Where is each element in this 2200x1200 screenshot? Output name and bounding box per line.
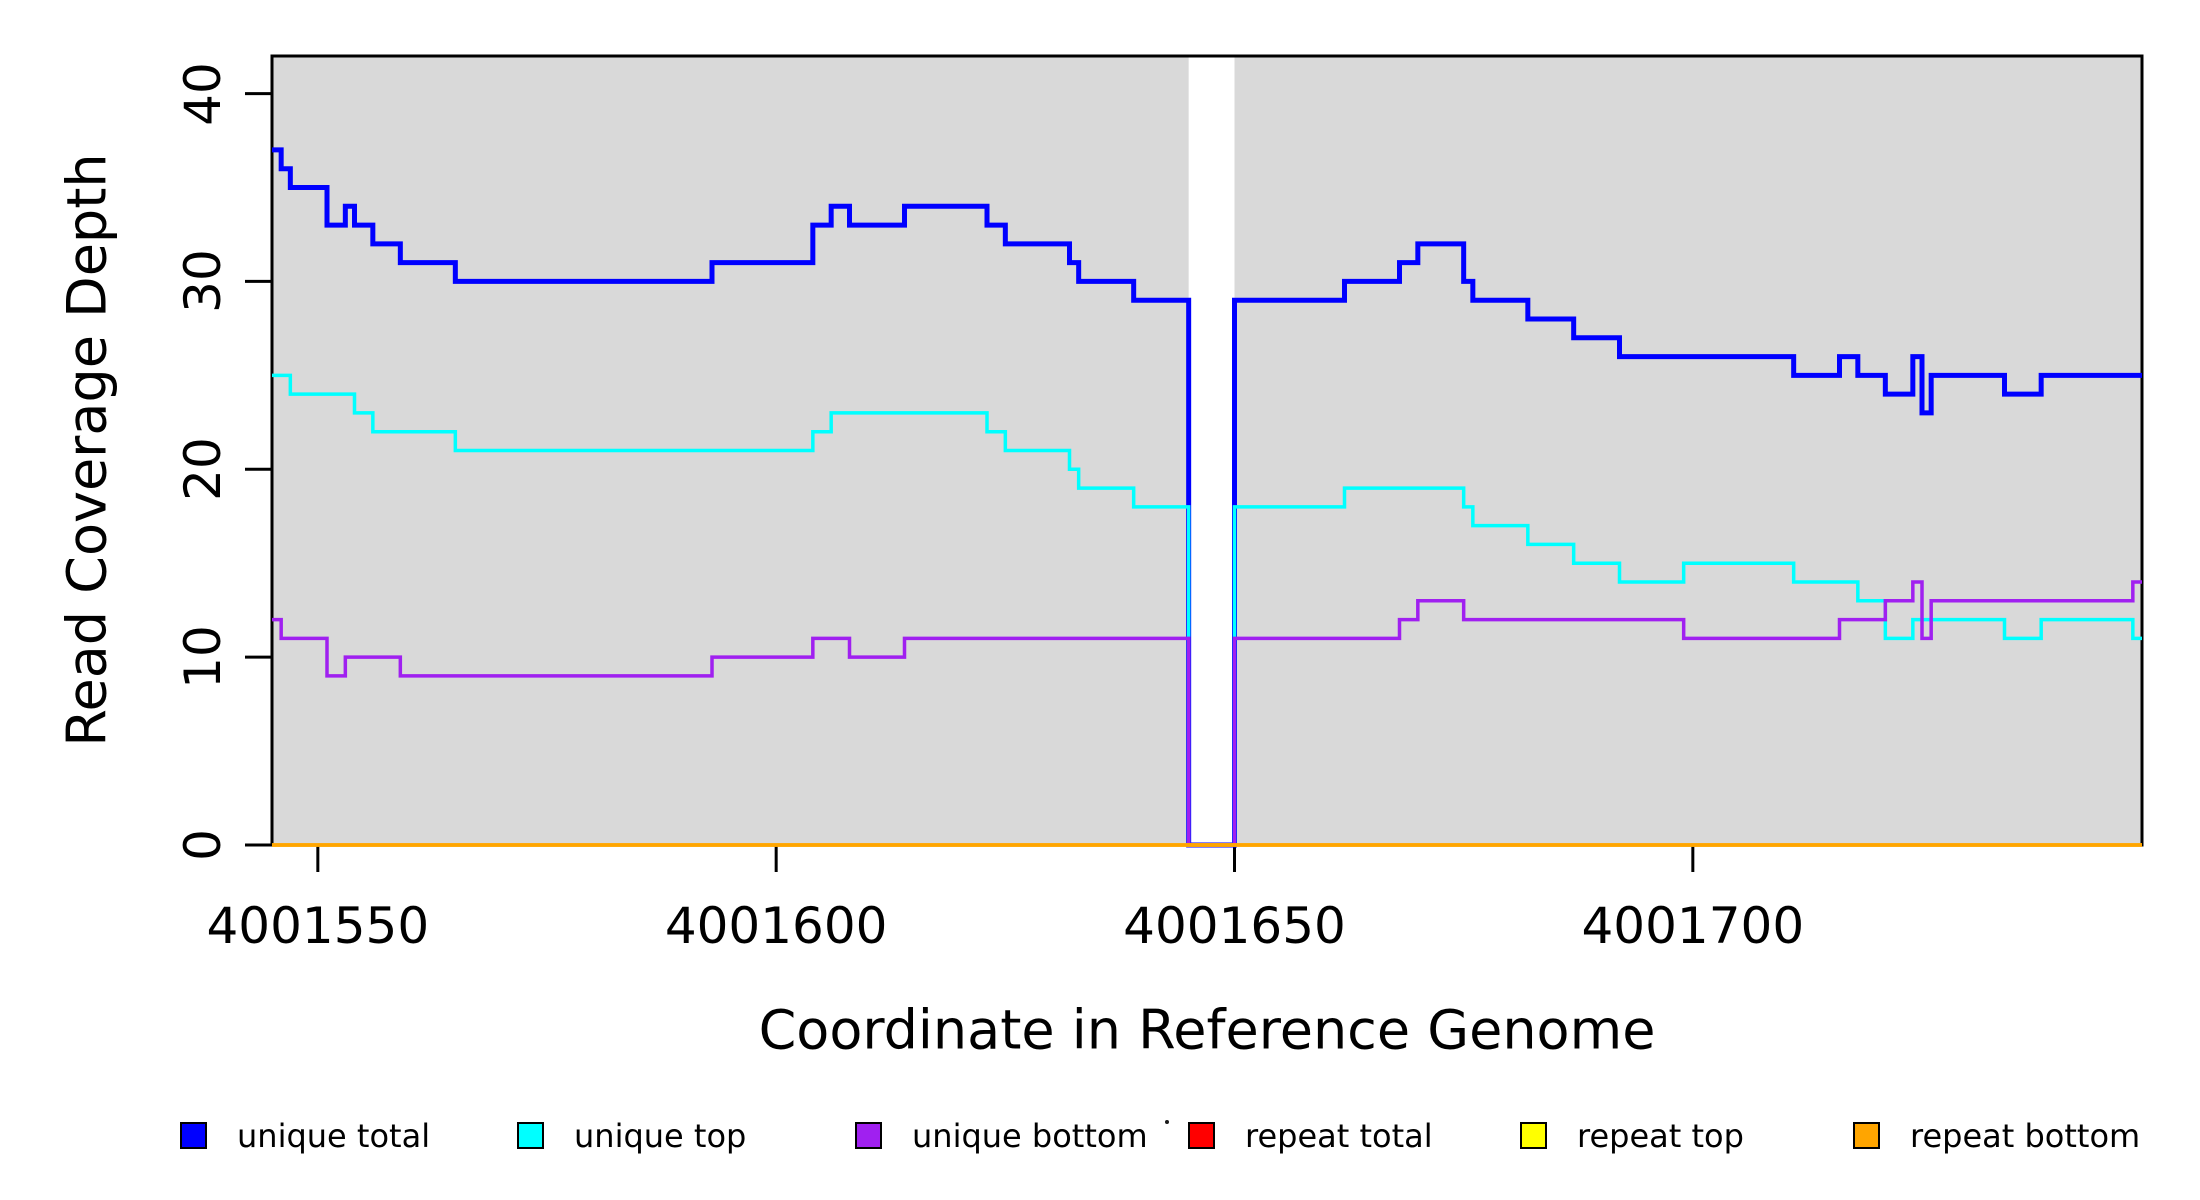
series-line-unique-bottom (272, 580, 2142, 847)
legend-label: unique top (574, 1117, 747, 1155)
y-axis-title: Read Coverage Depth (55, 153, 119, 747)
y-tick-label: 20 (174, 437, 232, 502)
legend-label: repeat total (1245, 1117, 1433, 1155)
legend-label: repeat bottom (1910, 1117, 2141, 1155)
stray-dot-artifact (1165, 1120, 1169, 1124)
masked-region-band (1188, 57, 1235, 844)
x-tick-label: 4001650 (1123, 897, 1346, 955)
y-tick-label: 10 (174, 625, 232, 689)
legend-swatch-repeat-top (1520, 1122, 1547, 1149)
x-tick-label: 4001700 (1581, 897, 1805, 955)
legend-swatch-unique-bottom (855, 1122, 882, 1149)
y-tick-label: 0 (174, 829, 232, 861)
legend-label: unique total (237, 1117, 431, 1155)
y-tick-label: 30 (174, 249, 232, 314)
legend-label: unique bottom (912, 1117, 1148, 1155)
legend-swatch-repeat-total (1188, 1122, 1215, 1149)
x-axis-title: Coordinate in Reference Genome (758, 998, 1656, 1062)
legend-label: repeat top (1577, 1117, 1744, 1155)
x-tick-label: 4001600 (664, 897, 888, 955)
y-tick-label: 40 (174, 61, 232, 126)
x-tick-label: 4001550 (206, 897, 430, 955)
series-line-unique-top (272, 373, 2142, 847)
legend-swatch-unique-top (517, 1122, 544, 1149)
legend-swatch-repeat-bottom (1853, 1122, 1880, 1149)
legend-swatch-unique-total (180, 1122, 207, 1149)
